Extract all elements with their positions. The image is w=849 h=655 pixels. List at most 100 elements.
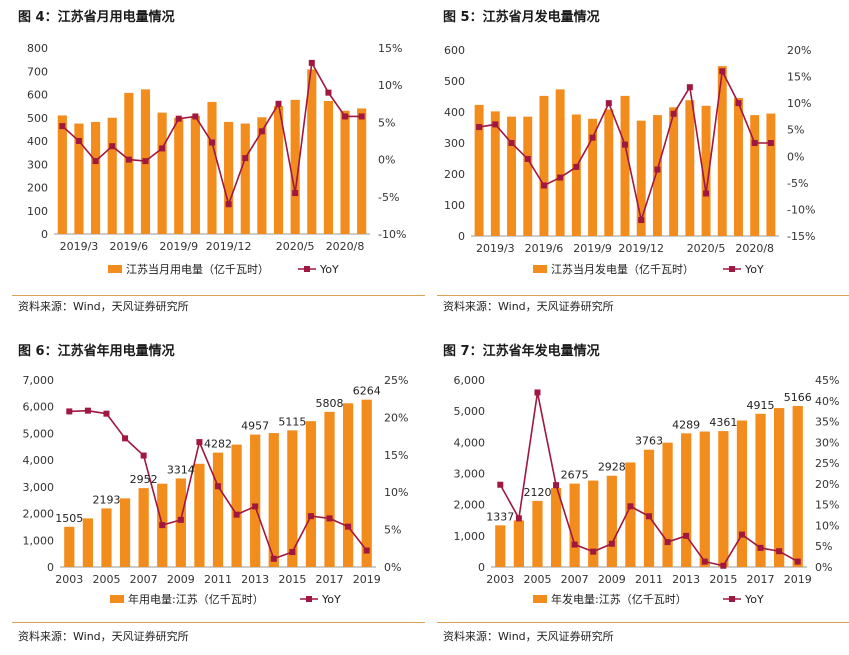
source-divider [12,295,425,296]
yoy-point [159,145,166,152]
x-tick-label: 2017 [316,573,344,586]
yoy-point [84,407,91,414]
x-tick-label: 2005 [92,573,120,586]
yoy-point [292,190,299,197]
yoy-point [683,532,690,539]
y-left-tick-label: 7,000 [23,374,55,387]
legend-line-marker [729,266,735,272]
x-tick-label: 2003 [55,573,83,586]
yoy-point [258,128,265,135]
x-tick-label: 2015 [709,573,737,586]
bar [495,525,506,567]
bar [774,408,785,567]
bar [361,399,372,567]
bar [207,101,217,234]
y-left-tick-label: 400 [27,135,48,148]
y-right-tick-label: 40% [815,395,839,408]
bar [74,123,84,234]
yoy-point [209,139,215,146]
legend-bar-label: 年发电量:江苏（亿千瓦时） [551,592,687,606]
bar [699,431,710,567]
bar [250,434,261,567]
chart-source: 资料来源：Wind，天风证券研究所 [443,300,614,313]
bar-data-label: 2193 [92,493,120,506]
bar-data-label: 3763 [635,435,663,448]
y-left-tick-label: 6,000 [454,374,486,387]
yoy-point [534,389,541,396]
chart-title: 图 6：江苏省年用电量情况 [18,344,175,359]
yoy-point [326,515,333,522]
legend-line-label: YoY [744,593,764,606]
bar [307,69,317,234]
y-right-tick-label: 5% [378,116,395,129]
y-left-tick-label: 5,000 [23,427,55,440]
x-tick-label: 2003 [486,573,514,586]
bar [532,500,543,567]
y-right-tick-label: 20% [384,411,408,424]
yoy-point [757,544,764,551]
x-tick-label: 2019 [784,573,812,586]
x-tick-label: 2020/5 [276,240,315,253]
chart-title: 图 4：江苏省月用电量情况 [18,10,175,25]
x-tick-label: 2019/12 [618,242,664,255]
bar-data-label: 3314 [167,463,195,476]
legend-bar-label: 江苏当月发电量（亿千瓦时） [551,262,694,276]
bar [287,430,298,567]
yoy-point [175,115,182,122]
bar-data-label: 2928 [598,461,626,474]
y-right-tick-label: 45% [815,374,839,387]
y-right-tick-label: 15% [815,499,839,512]
chart-source: 资料来源：Wind，天风证券研究所 [18,300,189,313]
x-tick-label: 2011 [204,573,232,586]
yoy-point [140,452,147,459]
yoy-point [515,515,522,522]
y-left-tick-label: 600 [444,44,465,57]
bar [157,112,167,234]
bar [569,483,580,567]
source-divider [437,622,849,623]
bar [539,95,549,236]
yoy-point [767,140,774,146]
chart-svg: 0 1,000 2,000 3,000 4,000 5,000 6,000 7,000 0% 5%… [23,374,409,606]
legend-line-marker [729,596,735,602]
bar [101,508,112,567]
yoy-point [270,555,277,562]
bar [357,108,367,234]
yoy-point [492,121,499,128]
y-right-tick-label: -15% [787,230,815,243]
yoy-point [638,217,645,224]
chart-source: 资料来源：Wind，天风证券研究所 [18,630,189,643]
yoy-point [701,558,708,565]
yoy-point [59,123,66,130]
bar [194,463,205,567]
bar-data-label: 1337 [486,510,514,523]
y-right-tick-label: -10% [378,228,406,241]
x-tick-label: 2005 [523,573,551,586]
bar [119,498,131,567]
y-right-tick-label: 0% [787,150,804,163]
bar [717,66,727,236]
x-tick-label: 2013 [241,573,269,586]
yoy-point [664,539,671,546]
yoy-point [215,483,221,490]
x-tick-label: 2020/8 [326,240,365,253]
y-right-tick-label: 10% [384,486,408,499]
bar [91,121,101,234]
bar [669,107,679,236]
yoy-point [608,540,615,547]
bar [190,115,200,234]
bar-data-label: 2675 [561,469,589,482]
bar-data-label: 4282 [204,438,232,451]
yoy-point [233,511,240,518]
y-right-tick-label: -5% [787,177,808,190]
bar [755,413,766,567]
y-left-tick-label: 1,000 [23,534,55,547]
x-tick-label: 2019/6 [109,240,148,253]
y-right-tick-label: 15% [378,42,402,55]
yoy-point [654,166,661,173]
bar [588,118,598,236]
y-left-tick-label: 100 [444,199,465,212]
yoy-point [720,562,727,569]
chart-svg: 0 100 200 300 400 500 600 700 800 -10% -5% 0% 5% 10% 1… [27,42,406,276]
bar [273,106,284,234]
